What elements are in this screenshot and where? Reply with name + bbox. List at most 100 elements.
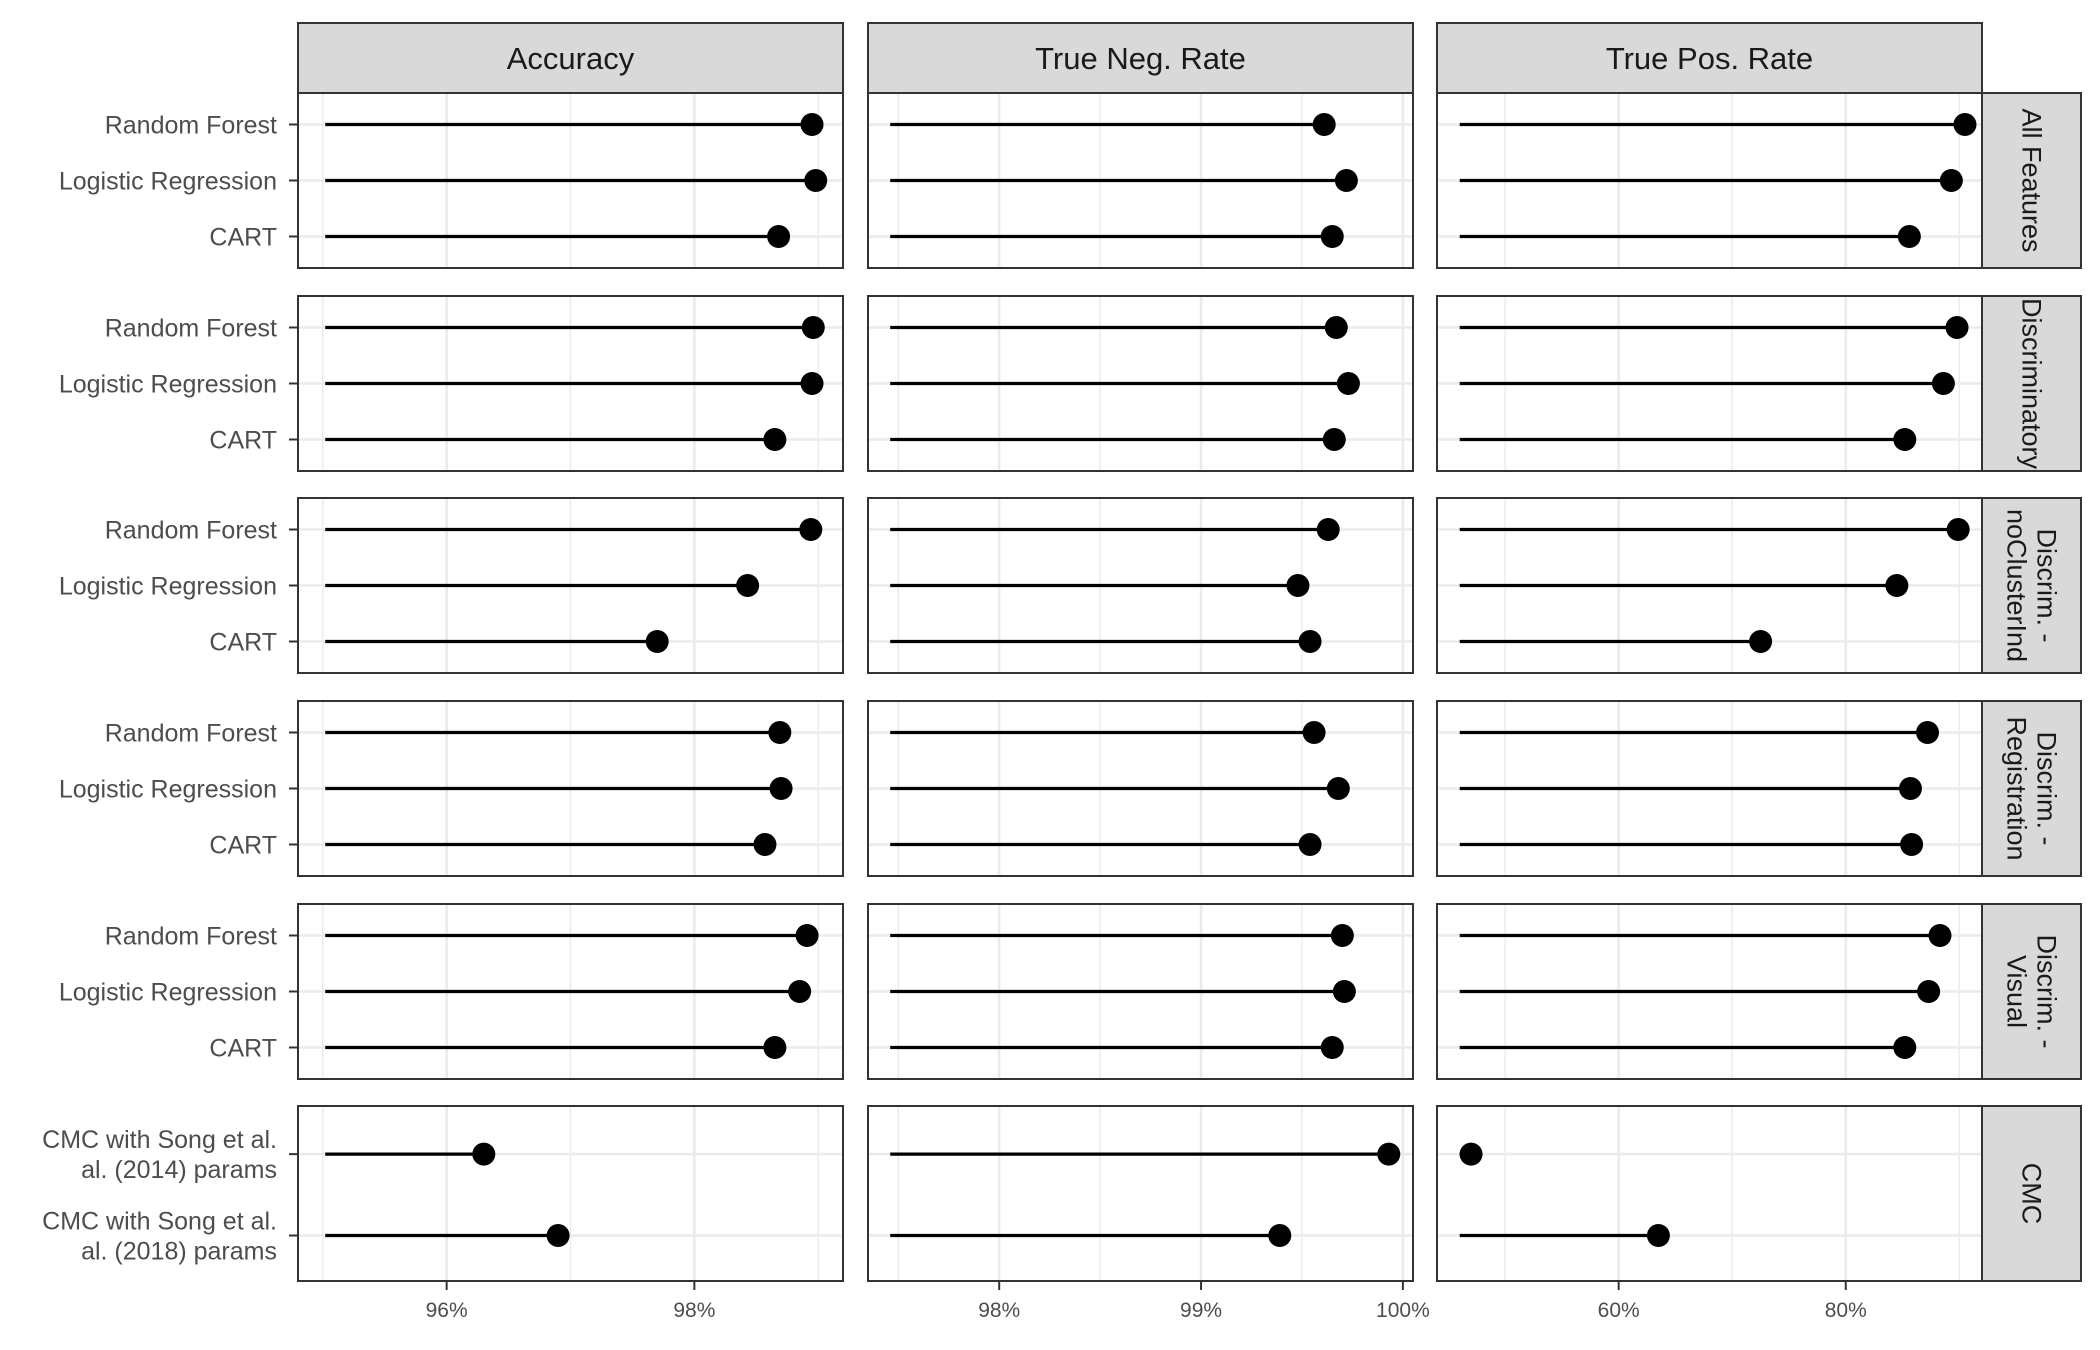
panel-border [297, 903, 844, 1080]
panel-discrim-visual-true-pos-rate [1436, 903, 1983, 1080]
lollipop-point-random-forest [801, 316, 825, 339]
panel-border [297, 92, 844, 269]
lollipop-point-cart [1893, 1036, 1917, 1059]
panel-border [1436, 497, 1983, 674]
lollipop-point-logistic-regression [804, 169, 828, 192]
lollipop-point-random-forest [1316, 518, 1340, 541]
column-strip-label-true-neg-rate: True Neg. Rate [1035, 41, 1246, 76]
lollipop-point-random-forest [1946, 518, 1970, 541]
lollipop-point-random-forest [768, 721, 792, 744]
panel-discriminatory-accuracy [297, 295, 844, 472]
lollipop-point-logistic-regression [1332, 980, 1356, 1003]
row-strip-discrim-visual [1981, 903, 2082, 1080]
panel-discrim-visual-true-neg-rate [867, 903, 1414, 1080]
panel-discrim-registration-true-neg-rate [867, 700, 1414, 877]
y-tick-label-random-forest: Random Forest [105, 315, 277, 343]
y-tick-label-line: al. (2018) params [81, 1238, 277, 1266]
row-strip-label-discriminatory: Discriminatory [2017, 298, 2047, 470]
lollipop-point-cart [753, 833, 777, 856]
row-strip-label-discrim-registration: Discrim. -Registration [2002, 716, 2062, 860]
lollipop-point-logistic-regression [1336, 372, 1360, 395]
lollipop-point-random-forest [1916, 721, 1939, 744]
row-strip-label-line: Visual [2002, 955, 2032, 1028]
y-tick-label-logistic-regression: Logistic Regression [59, 168, 277, 196]
y-tick-label-cmc-with-song-et-al-2018-params: CMC with Song et al. al. (2018) params [42, 1208, 277, 1266]
y-tick-label-cart: CART [209, 1035, 277, 1063]
lollipop-point-logistic-regression [1931, 372, 1955, 395]
y-tick-label-line: al. (2014) params [81, 1156, 277, 1184]
lollipop-point-cmc-with-song-et-al-2018-params [1268, 1224, 1292, 1247]
lollipop-point-cart [1322, 428, 1346, 451]
lollipop-point-random-forest [1928, 924, 1952, 947]
x-tick-label-true-neg-rate-99: 99% [1180, 1299, 1222, 1322]
lollipop-point-random-forest [1945, 316, 1969, 339]
row-strip-label-discrim-noclusterind: Discrim. -noClusterInd [2002, 509, 2062, 662]
y-tick-label-logistic-regression: Logistic Regression [59, 371, 277, 399]
row-strip-label-all-features: All Features [2017, 108, 2047, 252]
x-tick-label-accuracy-96: 96% [426, 1299, 468, 1322]
lollipop-point-cart [763, 428, 787, 451]
panel-discrim-noclusterind-accuracy [297, 497, 844, 674]
lollipop-point-cmc-with-song-et-al-2014-params [472, 1142, 496, 1166]
panel-cmc-true-neg-rate [867, 1105, 1414, 1282]
row-strip-label-line: Discriminatory [2017, 298, 2047, 470]
lollipop-point-random-forest [1324, 316, 1348, 339]
row-strip-label-cmc: CMC [2017, 1163, 2047, 1225]
lollipop-point-cart [1320, 1036, 1344, 1059]
panel-border [1436, 295, 1983, 472]
panel-cmc-accuracy [297, 1105, 844, 1282]
lollipop-point-logistic-regression [800, 372, 824, 395]
lollipop-point-cart [1749, 630, 1773, 653]
panel-border [867, 903, 1414, 1080]
panel-border [867, 295, 1414, 472]
y-tick-label-random-forest: Random Forest [105, 517, 277, 545]
y-tick-label-line: Logistic Regression [59, 573, 277, 601]
row-strip-discrim-noclusterind [1981, 497, 2082, 674]
row-strip-label-line: Discrim. - [2032, 935, 2062, 1049]
y-tick-label-logistic-regression: Logistic Regression [59, 573, 277, 601]
lollipop-point-logistic-regression [788, 980, 812, 1003]
column-strip-label-accuracy: Accuracy [507, 41, 635, 76]
panel-discrim-registration-accuracy [297, 700, 844, 877]
panel-background [868, 1106, 1413, 1281]
panel-border [297, 700, 844, 877]
y-tick-label-logistic-regression: Logistic Regression [59, 979, 277, 1007]
x-tick-label-accuracy-98: 98% [673, 1299, 715, 1322]
x-tick-label-true-neg-rate-100: 100% [1376, 1299, 1430, 1322]
panel-all-features-true-neg-rate [867, 92, 1414, 269]
row-strip-label-line: All Features [2017, 108, 2047, 252]
lollipop-point-logistic-regression [1917, 980, 1941, 1003]
row-strip-label-line: Discrim. - [2032, 529, 2062, 643]
panel-border [297, 295, 844, 472]
y-tick-label-line: Logistic Regression [59, 371, 277, 399]
panel-discriminatory-true-neg-rate [867, 295, 1414, 472]
panel-background [1437, 1106, 1982, 1281]
y-tick-label-line: Logistic Regression [59, 168, 277, 196]
lollipop-point-cart [1893, 428, 1917, 451]
lollipop-point-logistic-regression [1885, 574, 1909, 597]
panel-discrim-visual-accuracy [297, 903, 844, 1080]
lollipop-point-cart [645, 630, 669, 653]
lollipop-point-cmc-with-song-et-al-2014-params [1377, 1142, 1401, 1166]
panel-border [297, 497, 844, 674]
x-tick-label-true-neg-rate-98: 98% [978, 1299, 1020, 1322]
panel-border [867, 700, 1414, 877]
panel-border [1436, 700, 1983, 877]
panel-border [1436, 903, 1983, 1080]
lollipop-point-random-forest [1302, 721, 1326, 744]
panel-discrim-noclusterind-true-neg-rate [867, 497, 1414, 674]
lollipop-point-random-forest [799, 518, 823, 541]
lollipop-point-cart [1298, 630, 1322, 653]
y-tick-label-line: Random Forest [105, 720, 277, 748]
row-strip-label-discrim-visual: Discrim. -Visual [2002, 935, 2062, 1049]
y-tick-label-cart: CART [209, 629, 277, 657]
y-tick-label-line: Random Forest [105, 315, 277, 343]
lollipop-point-cart [763, 1036, 787, 1059]
y-tick-label-cmc-with-song-et-al-2014-params: CMC with Song et al. al. (2014) params [42, 1126, 277, 1184]
lollipop-point-cart [1900, 833, 1924, 856]
lollipop-point-logistic-regression [1334, 169, 1358, 192]
row-strip-cmc [1981, 1105, 2082, 1282]
y-tick-label-cart: CART [209, 427, 277, 455]
lollipop-point-cart [767, 225, 791, 248]
lollipop-point-logistic-regression [1898, 777, 1922, 800]
